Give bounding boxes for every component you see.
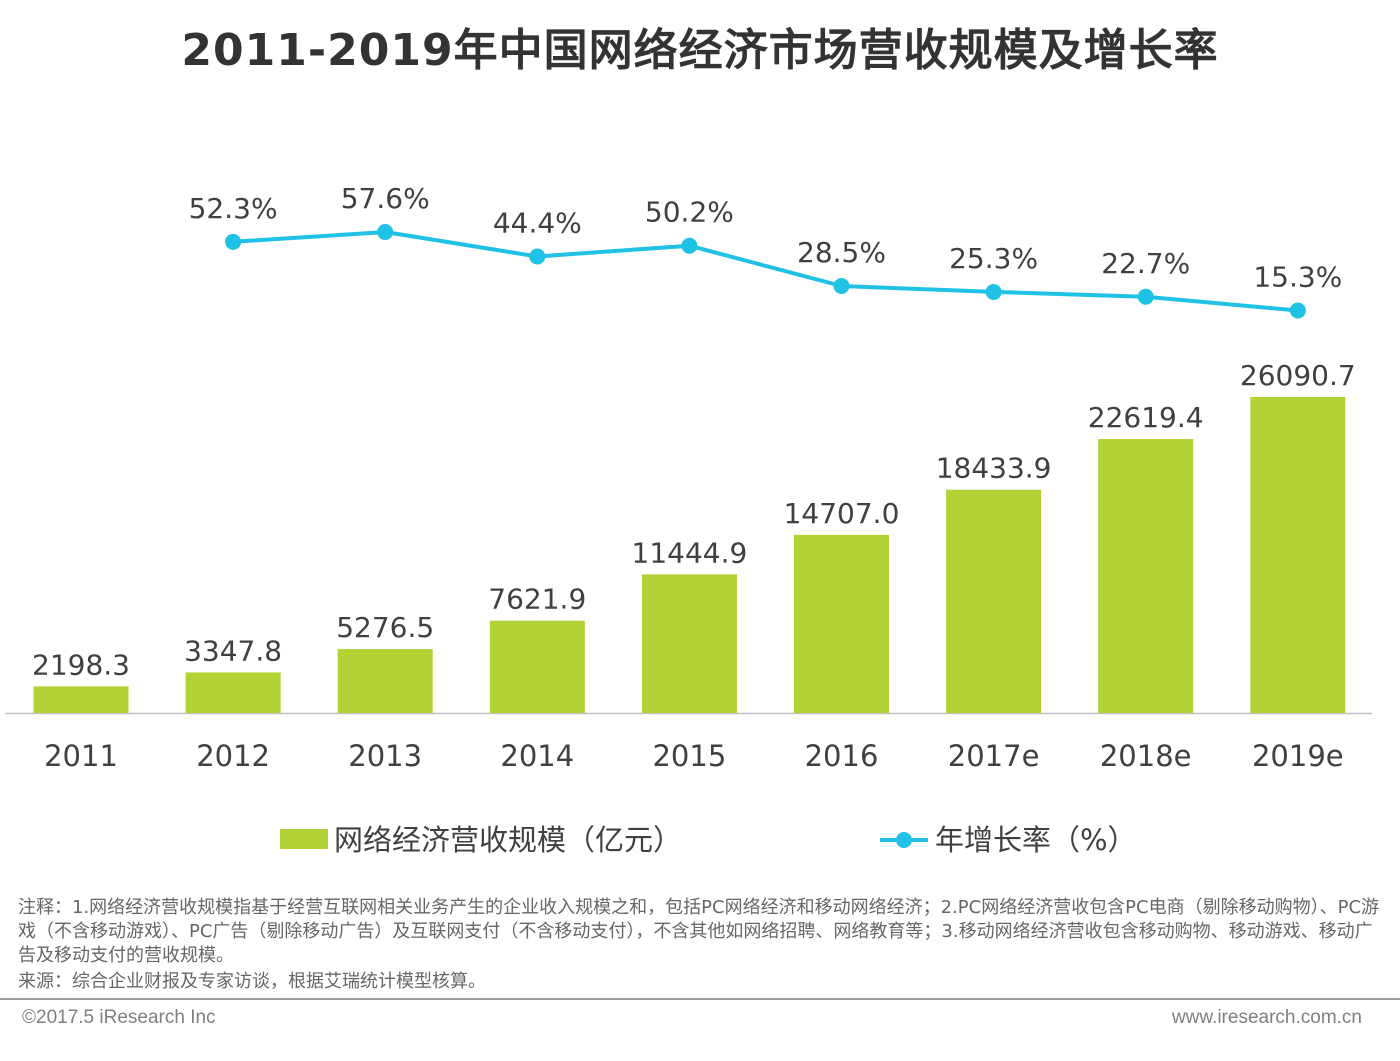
- legend-line-label: 年增长率（%）: [935, 823, 1137, 857]
- growth-label-2015: 50.2%: [645, 196, 734, 229]
- bar-label-2011: 2198.3: [32, 648, 130, 681]
- bar-label-2013: 5276.5: [336, 611, 434, 644]
- growth-point-2014: [529, 248, 546, 265]
- bar-2012: [185, 672, 281, 713]
- growth-label-2018e: 22.7%: [1101, 247, 1190, 280]
- legend-line-marker: [896, 832, 912, 848]
- bar-2013: [337, 649, 433, 713]
- x-tick-2013: 2013: [348, 739, 422, 773]
- bar-label-2012: 3347.8: [184, 634, 282, 667]
- x-tick-2017e: 2017e: [948, 739, 1040, 773]
- x-tick-2019e: 2019e: [1252, 739, 1344, 773]
- growth-point-2016: [833, 278, 850, 295]
- x-tick-2015: 2015: [652, 739, 726, 773]
- chart-title: 2011-2019年中国网络经济市场营收规模及增长率: [181, 25, 1219, 76]
- bar-label-2014: 7621.9: [488, 583, 586, 616]
- x-tick-2016: 2016: [805, 739, 879, 773]
- legend-bar-label: 网络经济营收规模（亿元）: [334, 823, 682, 857]
- bar-2017e: [946, 489, 1042, 713]
- chart: 2198.3 3347.8 5276.5 7621.9 11444.9 14707.0 18…: [5, 182, 1372, 857]
- growth-point-2018e: [1137, 288, 1154, 305]
- growth-point-2012: [225, 233, 242, 250]
- x-tick-2012: 2012: [196, 739, 270, 773]
- legend: 网络经济营收规模（亿元） 年增长率（%）: [280, 823, 1137, 857]
- bar-2016: [794, 534, 889, 713]
- x-tick-2014: 2014: [500, 739, 574, 773]
- growth-point-2019e: [1289, 302, 1306, 319]
- footnote-note: 注释：1.网络经济营收规模指基于经营互联网相关业务产生的企业收入规模之和，包括P…: [18, 897, 1380, 966]
- growth-label-2012: 52.3%: [189, 192, 278, 225]
- copyright: ©2017.5 iResearch Inc: [22, 1007, 216, 1028]
- bar-label-2019e: 26090.7: [1240, 359, 1356, 392]
- growth-rate-line: [232, 230, 1298, 313]
- footnote-source: 来源：综合企业财报及专家访谈，根据艾瑞统计模型核算。: [18, 971, 486, 992]
- bar-label-2015: 11444.9: [632, 536, 748, 569]
- growth-label-2017e: 25.3%: [949, 242, 1038, 275]
- growth-point-2015: [681, 237, 698, 254]
- bar-label-2017e: 18433.9: [936, 452, 1052, 485]
- bar-2015: [641, 574, 737, 713]
- x-tick-2011: 2011: [44, 739, 118, 773]
- footer-divider: [0, 998, 1400, 1000]
- website-link: www.iresearch.com.cn: [1171, 1007, 1362, 1028]
- bar-2018e: [1098, 439, 1194, 713]
- growth-point-2017e: [985, 283, 1002, 300]
- growth-label-2019e: 15.3%: [1253, 261, 1342, 294]
- bar-2014: [489, 620, 585, 713]
- bar-label-2016: 14707.0: [784, 497, 900, 530]
- growth-label-2013: 57.6%: [341, 182, 430, 215]
- x-tick-2018e: 2018e: [1100, 739, 1192, 773]
- legend-bar-swatch: [280, 829, 328, 849]
- bar-label-2018e: 22619.4: [1088, 401, 1204, 434]
- bar-2011: [33, 686, 129, 713]
- growth-label-2014: 44.4%: [493, 206, 582, 239]
- growth-label-2016: 28.5%: [797, 236, 886, 269]
- growth-point-2013: [377, 224, 394, 240]
- bar-2019e: [1250, 397, 1346, 713]
